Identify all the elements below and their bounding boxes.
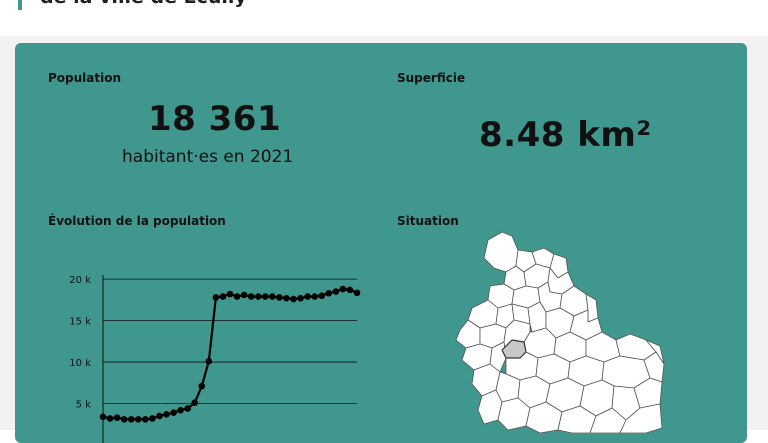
data-point: [353, 289, 361, 297]
data-point: [205, 357, 213, 365]
situation-label: Situation: [397, 214, 459, 228]
data-point: [254, 293, 262, 300]
data-point: [198, 382, 206, 390]
data-point: [149, 415, 156, 422]
page-title: de la ville de Écully: [40, 0, 247, 8]
data-point: [283, 294, 290, 302]
map-commune: [483, 231, 519, 273]
page-header: de la ville de Écully: [0, 0, 768, 36]
map-commune: [643, 351, 665, 383]
data-point: [120, 415, 128, 423]
data-point: [297, 294, 304, 302]
data-point: [311, 293, 318, 300]
data-point: [290, 295, 297, 303]
data-point: [269, 293, 276, 300]
data-point: [261, 293, 269, 300]
map-commune-ecully: [501, 339, 527, 359]
data-point: [106, 415, 114, 422]
data-point: [163, 411, 170, 418]
series-line: [102, 288, 358, 421]
data-point: [191, 399, 199, 407]
data-point: [226, 290, 234, 298]
surface-label: Superficie: [397, 71, 466, 85]
data-point: [339, 285, 347, 293]
data-point: [134, 415, 142, 423]
data-point: [170, 409, 177, 416]
data-point: [212, 294, 220, 301]
data-point: [113, 414, 121, 421]
population-label: Population: [48, 71, 122, 85]
data-point: [240, 291, 248, 299]
heading-accent-bar: [18, 0, 22, 10]
data-point: [177, 406, 184, 414]
data-point: [325, 289, 333, 297]
y-tick-label: 10 k: [69, 358, 91, 369]
y-tick-label: 20 k: [69, 275, 91, 286]
evolution-label: Évolution de la population: [48, 214, 226, 228]
data-point: [142, 415, 149, 423]
population-chart: 20 k 15 k 10 k 5 k: [69, 275, 361, 443]
situation-map: [455, 231, 665, 433]
data-point: [99, 413, 107, 421]
data-point: [276, 294, 283, 301]
data-point: [219, 293, 227, 300]
y-tick-label: 5 k: [76, 400, 92, 411]
population-caption: habitant·es en 2021: [122, 147, 294, 167]
population-value: 18 361: [148, 99, 282, 139]
map-commune: [619, 403, 663, 433]
data-point: [318, 292, 326, 300]
data-point: [233, 293, 241, 300]
city-stats-card: Population 18 361 habitant·es en 2021 Su…: [15, 43, 747, 443]
data-point: [184, 405, 191, 412]
data-point: [332, 288, 340, 295]
y-tick-label: 15 k: [69, 317, 91, 328]
data-point: [156, 412, 163, 420]
data-point: [304, 293, 311, 300]
data-point: [346, 286, 354, 294]
map-commune: [589, 407, 627, 433]
data-point: [247, 293, 255, 300]
map-commune: [633, 377, 663, 409]
data-point: [127, 415, 135, 423]
surface-value: 8.48 km²: [479, 115, 652, 155]
